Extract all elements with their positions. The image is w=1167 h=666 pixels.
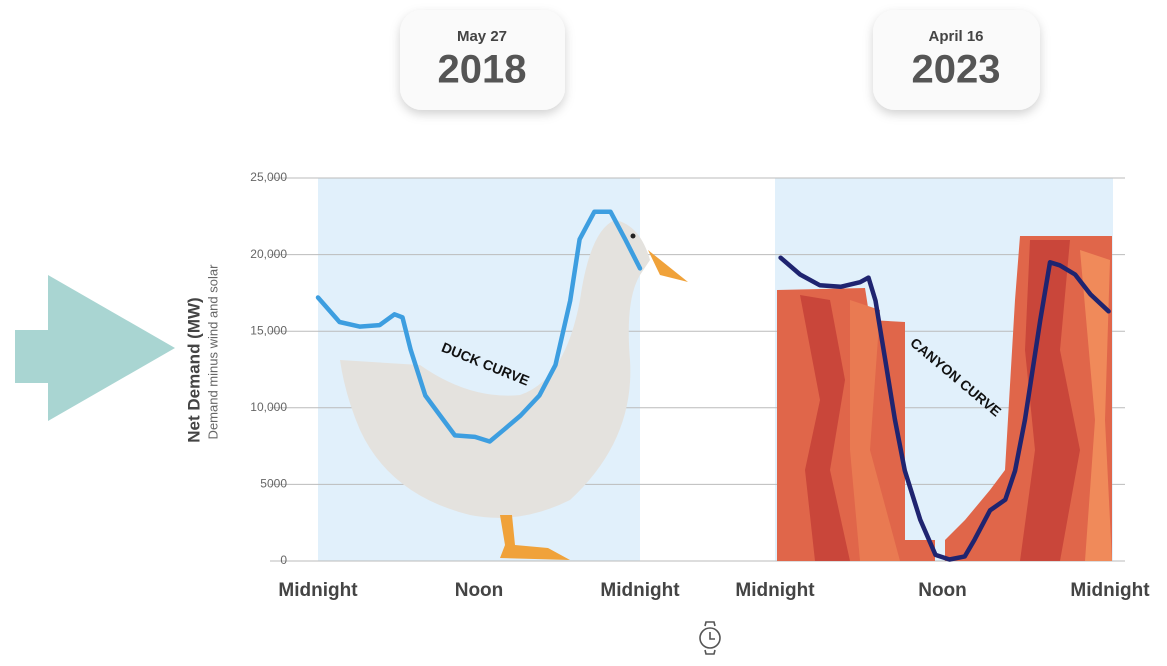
y-tick-label: 20,000 xyxy=(250,247,287,261)
y-axis-label: Net Demand (MW) xyxy=(184,297,203,442)
y-tick-label: 15,000 xyxy=(250,323,287,337)
x-tick-label: Midnight xyxy=(735,580,815,601)
x-tick-label: Midnight xyxy=(278,580,358,601)
y-tick-label: 25,000 xyxy=(250,170,287,184)
x-tick-label: Midnight xyxy=(1070,580,1150,601)
year: 2018 xyxy=(438,48,527,92)
x-tick-label: Midnight xyxy=(600,580,680,601)
arrow xyxy=(15,275,175,421)
chart: May 27 2018 April 16 2023 Net Demand (MW… xyxy=(0,0,1167,661)
y-tick-label: 10,000 xyxy=(250,400,287,414)
date: May 27 xyxy=(457,28,507,45)
y-tick-label: 0 xyxy=(280,553,287,567)
date: April 16 xyxy=(928,28,983,45)
x-tick-label: Noon xyxy=(455,580,504,601)
clock-icon xyxy=(700,622,720,654)
x-tick-label: Noon xyxy=(918,580,967,601)
year: 2023 xyxy=(912,48,1001,92)
y-axis-note: Demand minus wind and solar xyxy=(205,264,220,440)
y-tick-label: 5000 xyxy=(260,477,287,491)
